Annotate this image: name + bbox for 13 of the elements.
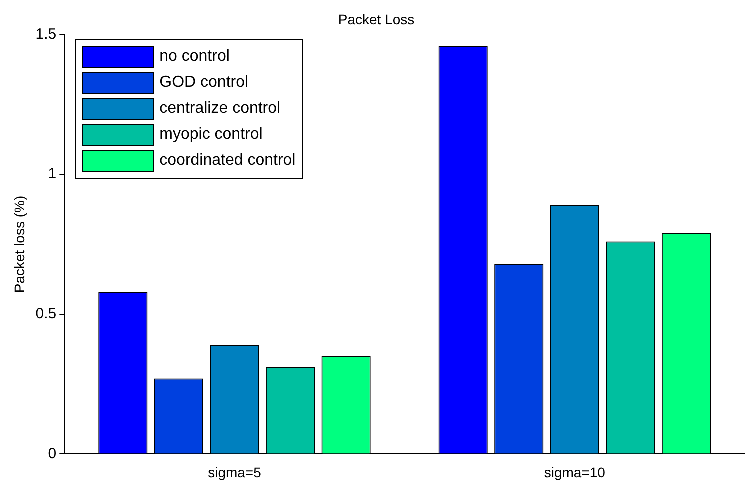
y-tick-label: 0.5: [36, 306, 57, 323]
legend-label: no control: [160, 48, 230, 66]
legend-label: myopic control: [160, 126, 263, 144]
y-axis-title: Packet loss (%): [11, 196, 28, 294]
y-tick-label: 1: [48, 166, 57, 183]
y-tick-label: 0: [48, 445, 57, 462]
y-tick-label: 1.5: [36, 26, 57, 43]
legend-label: GOD control: [160, 74, 249, 92]
x-tick-label: sigma=5: [208, 464, 262, 480]
x-tick-label: sigma=10: [544, 464, 606, 480]
legend-label: centralize control: [160, 100, 281, 118]
legend-label: coordinated control: [160, 152, 296, 170]
chart-title: Packet Loss: [338, 11, 415, 28]
